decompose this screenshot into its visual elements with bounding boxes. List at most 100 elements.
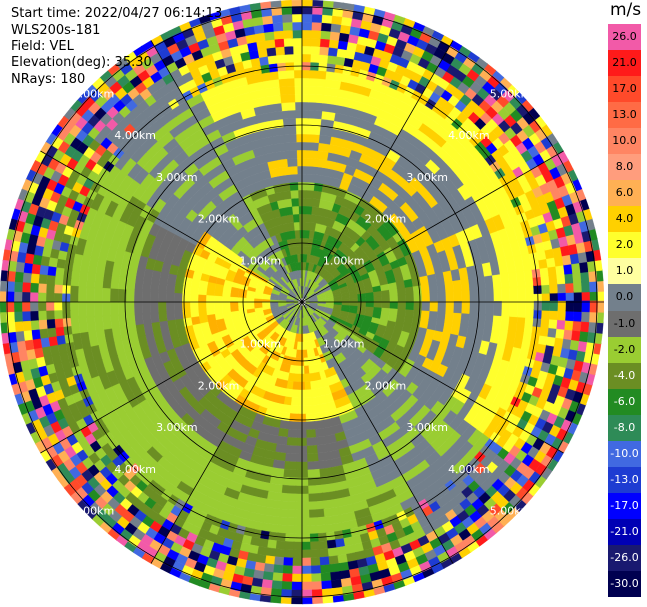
velocity-cell bbox=[279, 93, 296, 104]
velocity-cell bbox=[292, 557, 304, 567]
velocity-cell bbox=[421, 301, 431, 312]
velocity-cell bbox=[157, 291, 167, 303]
colorbar-segment bbox=[608, 50, 641, 77]
velocity-cell bbox=[549, 291, 559, 303]
velocity-cell bbox=[37, 292, 47, 304]
velocity-cell bbox=[469, 288, 479, 303]
velocity-cell bbox=[0, 291, 7, 304]
velocity-cell bbox=[291, 45, 303, 55]
velocity-cell bbox=[413, 292, 423, 303]
velocity-cell bbox=[281, 109, 296, 120]
colorbar-segment bbox=[608, 414, 641, 442]
velocity-cell bbox=[397, 294, 407, 303]
velocity-cell bbox=[37, 301, 47, 313]
velocity-cell bbox=[452, 278, 462, 292]
velocity-cell bbox=[499, 314, 510, 332]
velocity-cell bbox=[173, 301, 183, 312]
colorbar-tick-label: -10.0 bbox=[610, 446, 639, 460]
velocity-cell bbox=[309, 37, 321, 47]
velocity-cell bbox=[296, 341, 301, 351]
velocity-cell bbox=[291, 597, 304, 605]
velocity-cell bbox=[182, 285, 192, 295]
velocity-cell bbox=[45, 292, 55, 304]
ring-label: 3.00km bbox=[156, 171, 198, 184]
velocity-cell bbox=[290, 397, 300, 407]
velocity-cell bbox=[306, 157, 318, 167]
ring-label: 1.00km bbox=[239, 338, 281, 351]
velocity-cell bbox=[573, 290, 583, 303]
colorbar-tick-label: -13.0 bbox=[610, 472, 639, 486]
nrays-label: NRays: 180 bbox=[11, 72, 86, 87]
ring-label: 2.00km bbox=[198, 379, 240, 392]
velocity-cell bbox=[281, 484, 297, 495]
velocity-cell bbox=[509, 300, 519, 318]
velocity-cell bbox=[305, 165, 317, 175]
velocity-cell bbox=[141, 290, 151, 303]
velocity-cell bbox=[306, 437, 318, 447]
velocity-cell bbox=[301, 541, 312, 551]
velocity-cell bbox=[303, 237, 309, 247]
velocity-cell bbox=[389, 301, 399, 309]
velocity-cell bbox=[292, 565, 304, 575]
velocity-cell bbox=[22, 272, 32, 285]
colorbar-tick-label: 17.0 bbox=[612, 82, 637, 96]
velocity-cell bbox=[283, 468, 297, 479]
velocity-cell bbox=[289, 413, 299, 423]
velocity-cell bbox=[309, 516, 327, 527]
colorbar-segment bbox=[608, 388, 641, 416]
velocity-cell bbox=[293, 541, 304, 551]
velocity-cell bbox=[581, 300, 591, 313]
velocity-cell bbox=[293, 93, 310, 103]
velocity-cell bbox=[189, 294, 199, 303]
velocity-cell bbox=[573, 300, 583, 312]
velocity-cell bbox=[469, 301, 479, 315]
velocity-cell bbox=[308, 93, 324, 104]
velocity-cell bbox=[316, 150, 329, 161]
velocity-cell bbox=[13, 291, 23, 304]
velocity-cell bbox=[197, 301, 207, 310]
velocity-cell bbox=[305, 181, 315, 191]
ring-label: 3.00km bbox=[156, 421, 198, 434]
velocity-cell bbox=[109, 288, 119, 303]
velocity-cell bbox=[501, 301, 511, 317]
velocity-cell bbox=[287, 165, 298, 175]
velocity-cell bbox=[294, 509, 311, 519]
velocity-cell bbox=[468, 312, 478, 327]
velocity-cell bbox=[214, 289, 223, 297]
velocity-cell bbox=[452, 311, 462, 325]
velocity-cell bbox=[45, 301, 55, 313]
ring-label: 3.00km bbox=[406, 421, 448, 434]
ring-label: 1.00km bbox=[323, 338, 365, 351]
velocity-cell bbox=[565, 291, 575, 303]
colorbar-segment bbox=[608, 310, 641, 338]
velocity-cell bbox=[517, 300, 527, 318]
velocity-cell bbox=[389, 294, 399, 303]
velocity-cell bbox=[293, 85, 310, 95]
velocity-cell bbox=[94, 272, 105, 290]
velocity-cell bbox=[308, 500, 325, 511]
velocity-cell bbox=[549, 309, 559, 321]
velocity-cell bbox=[150, 280, 160, 293]
velocity-cell bbox=[270, 596, 283, 604]
velocity-cell bbox=[284, 460, 298, 471]
velocity-cell bbox=[301, 597, 314, 605]
velocity-cell bbox=[0, 301, 7, 314]
velocity-cell bbox=[142, 279, 152, 293]
velocity-cell bbox=[307, 468, 322, 479]
velocity-cell bbox=[281, 581, 294, 591]
velocity-cell bbox=[205, 301, 215, 310]
velocity-cell bbox=[287, 173, 298, 183]
velocity-cell bbox=[304, 205, 313, 215]
colorbar-tick-label: 8.0 bbox=[615, 160, 634, 174]
velocity-cell bbox=[412, 309, 422, 319]
velocity-cell bbox=[282, 125, 297, 136]
velocity-cell bbox=[37, 283, 47, 295]
velocity-cell bbox=[300, 29, 312, 39]
velocity-cell bbox=[307, 109, 323, 120]
colorbar-tick-label: -30.0 bbox=[610, 576, 639, 590]
ring-label: 5.00km bbox=[73, 505, 115, 518]
velocity-cell bbox=[286, 437, 298, 447]
velocity-cell bbox=[357, 301, 367, 307]
velocity-cell bbox=[165, 301, 175, 313]
velocity-cell bbox=[300, 0, 313, 7]
